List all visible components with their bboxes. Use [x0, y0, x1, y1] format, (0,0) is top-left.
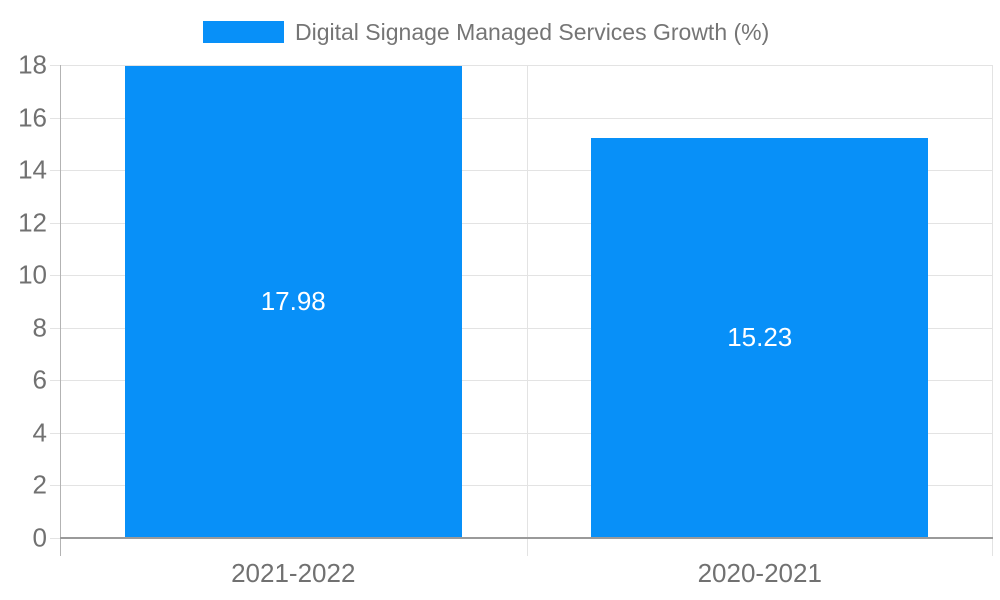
y-axis-tick-label: 10 — [18, 259, 47, 290]
bar: 17.98 — [124, 65, 462, 538]
y-tick-mark — [50, 65, 60, 66]
y-tick-mark — [50, 432, 60, 434]
y-axis-tick-label: 6 — [32, 364, 47, 395]
y-axis-tick-label: 16 — [18, 102, 47, 133]
y-axis-line — [60, 65, 61, 556]
y-axis-tick-label: 2 — [32, 469, 47, 500]
plot-area: 17.98 15.23 — [60, 65, 993, 556]
y-axis-tick-label: 12 — [18, 207, 47, 238]
bar: 15.23 — [591, 137, 929, 538]
y-tick-mark — [50, 327, 60, 329]
plot-right-gridline — [992, 65, 993, 556]
category-divider-gridline — [526, 65, 528, 556]
y-axis-tick-label: 8 — [32, 312, 47, 343]
y-axis-tick-label: 0 — [32, 522, 47, 553]
y-tick-mark — [50, 538, 60, 539]
y-axis-tick-label: 18 — [18, 49, 47, 80]
x-axis-category-label: 2020-2021 — [697, 558, 822, 588]
legend-swatch — [203, 21, 284, 43]
bar-value-label: 15.23 — [727, 322, 793, 353]
y-tick-mark — [50, 485, 60, 487]
y-axis-tick-label: 14 — [18, 154, 47, 185]
y-tick-mark — [50, 170, 60, 172]
y-axis-tick-label: 4 — [32, 417, 47, 448]
bar-value-label: 17.98 — [260, 286, 326, 317]
y-tick-mark — [50, 275, 60, 277]
y-tick-mark — [50, 380, 60, 382]
y-tick-mark — [50, 222, 60, 224]
y-tick-mark — [50, 117, 60, 119]
legend-label: Digital Signage Managed Services Growth … — [295, 19, 770, 45]
x-axis-category-label: 2021-2022 — [231, 558, 356, 588]
x-axis-baseline — [60, 537, 993, 539]
chart-legend[interactable]: Digital Signage Managed Services Growth … — [203, 19, 770, 45]
